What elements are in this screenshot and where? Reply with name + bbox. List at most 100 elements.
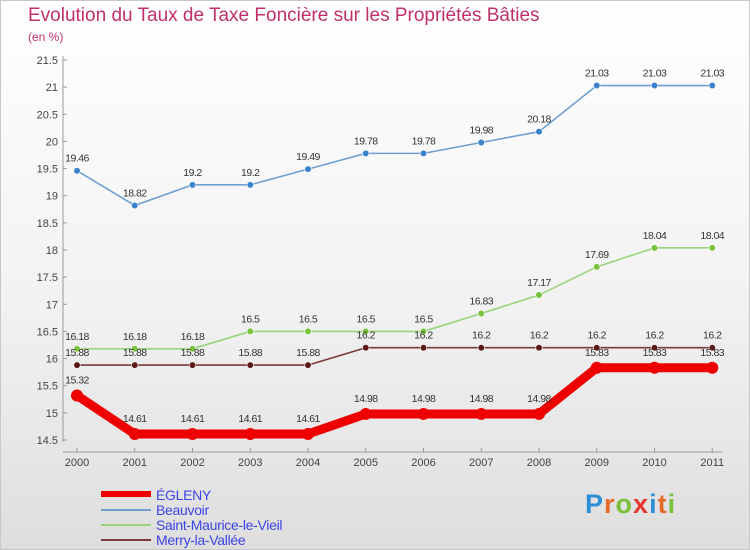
chart-legend: ÉGLENY Beauvoir Saint-Maurice-le-Vieil M… <box>101 487 361 548</box>
data-label-saint-maurice: 16.5 <box>299 313 318 325</box>
data-label-beauvoir: 18.82 <box>123 187 147 199</box>
data-label-merry: 16.2 <box>472 330 491 342</box>
data-point-beauvoir <box>535 128 543 136</box>
data-point-beauvoir <box>246 181 254 189</box>
series-line-saint-maurice <box>76 247 714 350</box>
data-label-saint-maurice: 16.18 <box>65 331 89 343</box>
data-label-egleny: 15.83 <box>700 347 724 359</box>
data-point-merry <box>73 361 81 369</box>
x-tick-label: 2002 <box>180 457 204 469</box>
y-tick-label: 20 <box>46 136 58 148</box>
data-point-egleny <box>186 428 199 441</box>
data-label-egleny: 14.61 <box>181 413 205 425</box>
data-point-merry <box>477 344 485 352</box>
logo-letter: i <box>667 489 677 519</box>
data-point-egleny <box>417 407 430 420</box>
data-point-saint-maurice <box>650 244 659 252</box>
data-point-beauvoir <box>362 149 370 157</box>
y-tick-label: 16 <box>46 354 58 366</box>
data-label-egleny: 14.98 <box>527 393 551 405</box>
data-label-saint-maurice: 16.83 <box>469 296 493 308</box>
data-point-saint-maurice <box>304 327 312 336</box>
data-label-saint-maurice: 17.17 <box>527 277 551 289</box>
legend-item-saint-maurice: Saint-Maurice-le-Vieil <box>101 517 361 533</box>
data-label-merry: 16.2 <box>414 330 433 342</box>
data-point-saint-maurice <box>131 345 139 353</box>
data-point-merry <box>188 361 197 369</box>
data-label-merry: 15.88 <box>238 347 262 359</box>
data-point-beauvoir <box>188 181 197 189</box>
data-label-beauvoir: 19.46 <box>65 153 89 165</box>
data-point-merry <box>593 344 601 352</box>
y-tick-label: 14.5 <box>37 435 58 447</box>
logo-letter: P <box>585 489 605 519</box>
legend-label-beauvoir: Beauvoir <box>156 502 209 518</box>
data-point-egleny <box>128 428 141 441</box>
data-point-merry <box>708 344 716 352</box>
data-point-saint-maurice <box>535 291 543 299</box>
data-point-beauvoir <box>73 167 81 175</box>
y-tick-label: 15 <box>46 408 58 420</box>
x-tick-label: 2003 <box>238 457 262 469</box>
logo-letter: i <box>649 489 658 519</box>
data-point-egleny <box>648 361 661 374</box>
data-point-egleny <box>71 389 83 402</box>
x-tick-label: 2000 <box>65 457 89 469</box>
x-tick-label: 2010 <box>642 457 666 469</box>
logo-letter: o <box>615 489 634 519</box>
y-tick-label: 19.5 <box>37 164 58 176</box>
series-lines <box>72 84 717 439</box>
data-point-saint-maurice <box>73 345 81 353</box>
x-tick-label: 2004 <box>296 457 320 469</box>
data-point-egleny <box>244 428 257 441</box>
data-label-saint-maurice: 18.04 <box>643 230 667 242</box>
data-point-saint-maurice <box>477 309 485 318</box>
data-label-beauvoir: 19.78 <box>412 135 436 147</box>
chart-title: Evolution du Taux de Taxe Foncière sur l… <box>28 5 540 26</box>
data-label-beauvoir: 19.2 <box>183 167 202 179</box>
data-point-saint-maurice <box>593 263 601 271</box>
legend-item-beauvoir: Beauvoir <box>101 502 361 518</box>
data-label-egleny: 14.61 <box>238 413 262 425</box>
legend-label-merry: Merry-la-Vallée <box>156 532 246 548</box>
data-label-egleny: 14.61 <box>296 413 320 425</box>
data-point-merry <box>304 361 312 369</box>
data-point-merry <box>535 344 543 352</box>
x-tick-label: 2005 <box>354 457 378 469</box>
series-points <box>71 81 719 441</box>
y-tick-label: 18 <box>46 245 58 257</box>
data-point-merry <box>650 344 659 352</box>
data-label-saint-maurice: 16.18 <box>123 331 147 343</box>
data-label-egleny: 15.32 <box>65 374 89 386</box>
y-tick-label: 18.5 <box>37 218 58 230</box>
logo-letter: t <box>657 489 668 519</box>
data-point-saint-maurice <box>419 327 428 336</box>
x-tick-label: 2008 <box>527 457 551 469</box>
series-line-egleny <box>72 363 717 439</box>
data-label-saint-maurice: 16.5 <box>414 313 433 325</box>
chart-subtitle: (en %) <box>28 30 64 44</box>
logo-letter: x <box>633 489 650 519</box>
data-point-egleny <box>590 361 603 374</box>
data-label-merry: 15.88 <box>296 347 320 359</box>
legend-label-egleny: ÉGLENY <box>156 487 211 503</box>
data-label-beauvoir: 21.03 <box>700 68 724 80</box>
data-label-saint-maurice: 18.04 <box>700 230 724 242</box>
data-point-beauvoir <box>477 138 485 147</box>
data-label-beauvoir: 21.03 <box>585 68 609 80</box>
data-label-merry: 16.2 <box>530 330 549 342</box>
y-tick-label: 19 <box>46 191 58 203</box>
data-point-egleny <box>706 361 719 374</box>
data-label-beauvoir: 19.98 <box>469 125 493 137</box>
data-point-beauvoir <box>650 81 659 90</box>
data-label-merry: 16.2 <box>588 330 607 342</box>
data-label-merry: 15.88 <box>181 347 205 359</box>
data-point-egleny <box>359 407 372 420</box>
data-label-beauvoir: 21.03 <box>643 68 667 80</box>
data-point-saint-maurice <box>188 345 197 353</box>
y-tick-label: 16.5 <box>37 326 58 338</box>
legend-swatch-beauvoir <box>101 509 151 511</box>
x-tick-label: 2011 <box>700 457 724 469</box>
data-label-egleny: 14.98 <box>354 393 378 405</box>
